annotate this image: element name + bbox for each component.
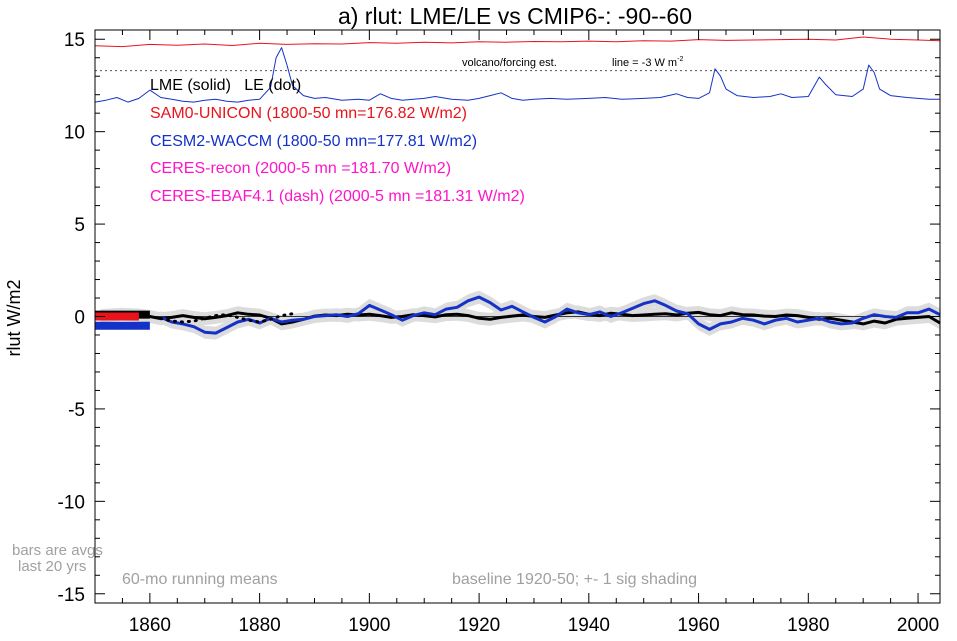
bars-note-line-2: last 20 yrs	[18, 558, 86, 575]
x-tick-label: 1880	[238, 615, 280, 636]
bar-cesm2-waccm-bar	[95, 321, 150, 330]
bars-note-line-1: bars are avgs	[12, 542, 103, 559]
y-tick-labels: 15 10 5 0 -5 -10 -15	[58, 30, 85, 606]
x-tick-label: 1900	[348, 615, 390, 636]
series-line-cesm2-waccm-solid-	[160, 295, 941, 335]
y-tick-label: 15	[64, 30, 85, 51]
line-annotation-text: line = -3 W m	[612, 57, 677, 69]
y-axis-label: rlut W/m2	[4, 279, 24, 356]
chart-title: a) rlut: LME/LE vs CMIP6-: -90--60	[338, 3, 692, 29]
series-line-cesm2-waccm	[94, 47, 940, 103]
x-tick-label: 1940	[568, 615, 610, 636]
bar-sam0-unicon-bar	[95, 312, 139, 321]
y-tick-label: 10	[64, 123, 85, 144]
y-tick-label: -10	[58, 492, 85, 513]
x-tick-label: 1980	[787, 615, 829, 636]
line-annotation-sup: -2	[677, 56, 683, 63]
legend-entry-sam0: SAM0-UNICON (1800-50 mn=176.82 W/m2)	[150, 105, 467, 122]
baseline-note: baseline 1920-50; +- 1 sig shading	[452, 571, 697, 588]
line-annotation: line = -3 W m-2	[612, 56, 683, 69]
legend-entry-ceres-ebaf: CERES-EBAF4.1 (dash) (2000-5 mn =181.31 …	[150, 188, 525, 205]
x-tick-label: 1860	[129, 615, 171, 636]
volcano-annotation: volcano/forcing est.	[462, 57, 557, 69]
legend-header: LME (solid) LE (dot)	[150, 77, 301, 94]
bars-layer	[95, 310, 150, 330]
y-tick-label: 5	[74, 215, 85, 236]
x-tick-label: 1920	[458, 615, 500, 636]
series-line-sam0-unicon	[94, 36, 941, 48]
running-means-note: 60-mo running means	[122, 571, 278, 588]
series-layer	[94, 36, 941, 335]
y-tick-label: -15	[58, 585, 85, 606]
series-line-le-dot-	[159, 312, 294, 324]
x-tick-labels: 1860 1880 1900 1920 1940 1960 1980 2000	[129, 615, 939, 636]
y-tick-label: 0	[74, 308, 85, 329]
y-tick-label: -5	[68, 400, 85, 421]
x-tick-label: 1960	[677, 615, 719, 636]
legend-entry-ceres-recon: CERES-recon (2000-5 mn =181.70 W/m2)	[150, 160, 451, 177]
axis-ticks	[94, 30, 940, 603]
legend-entry-cesm2: CESM2-WACCM (1800-50 mn=177.81 W/m2)	[150, 133, 477, 150]
x-tick-label: 2000	[897, 615, 939, 636]
